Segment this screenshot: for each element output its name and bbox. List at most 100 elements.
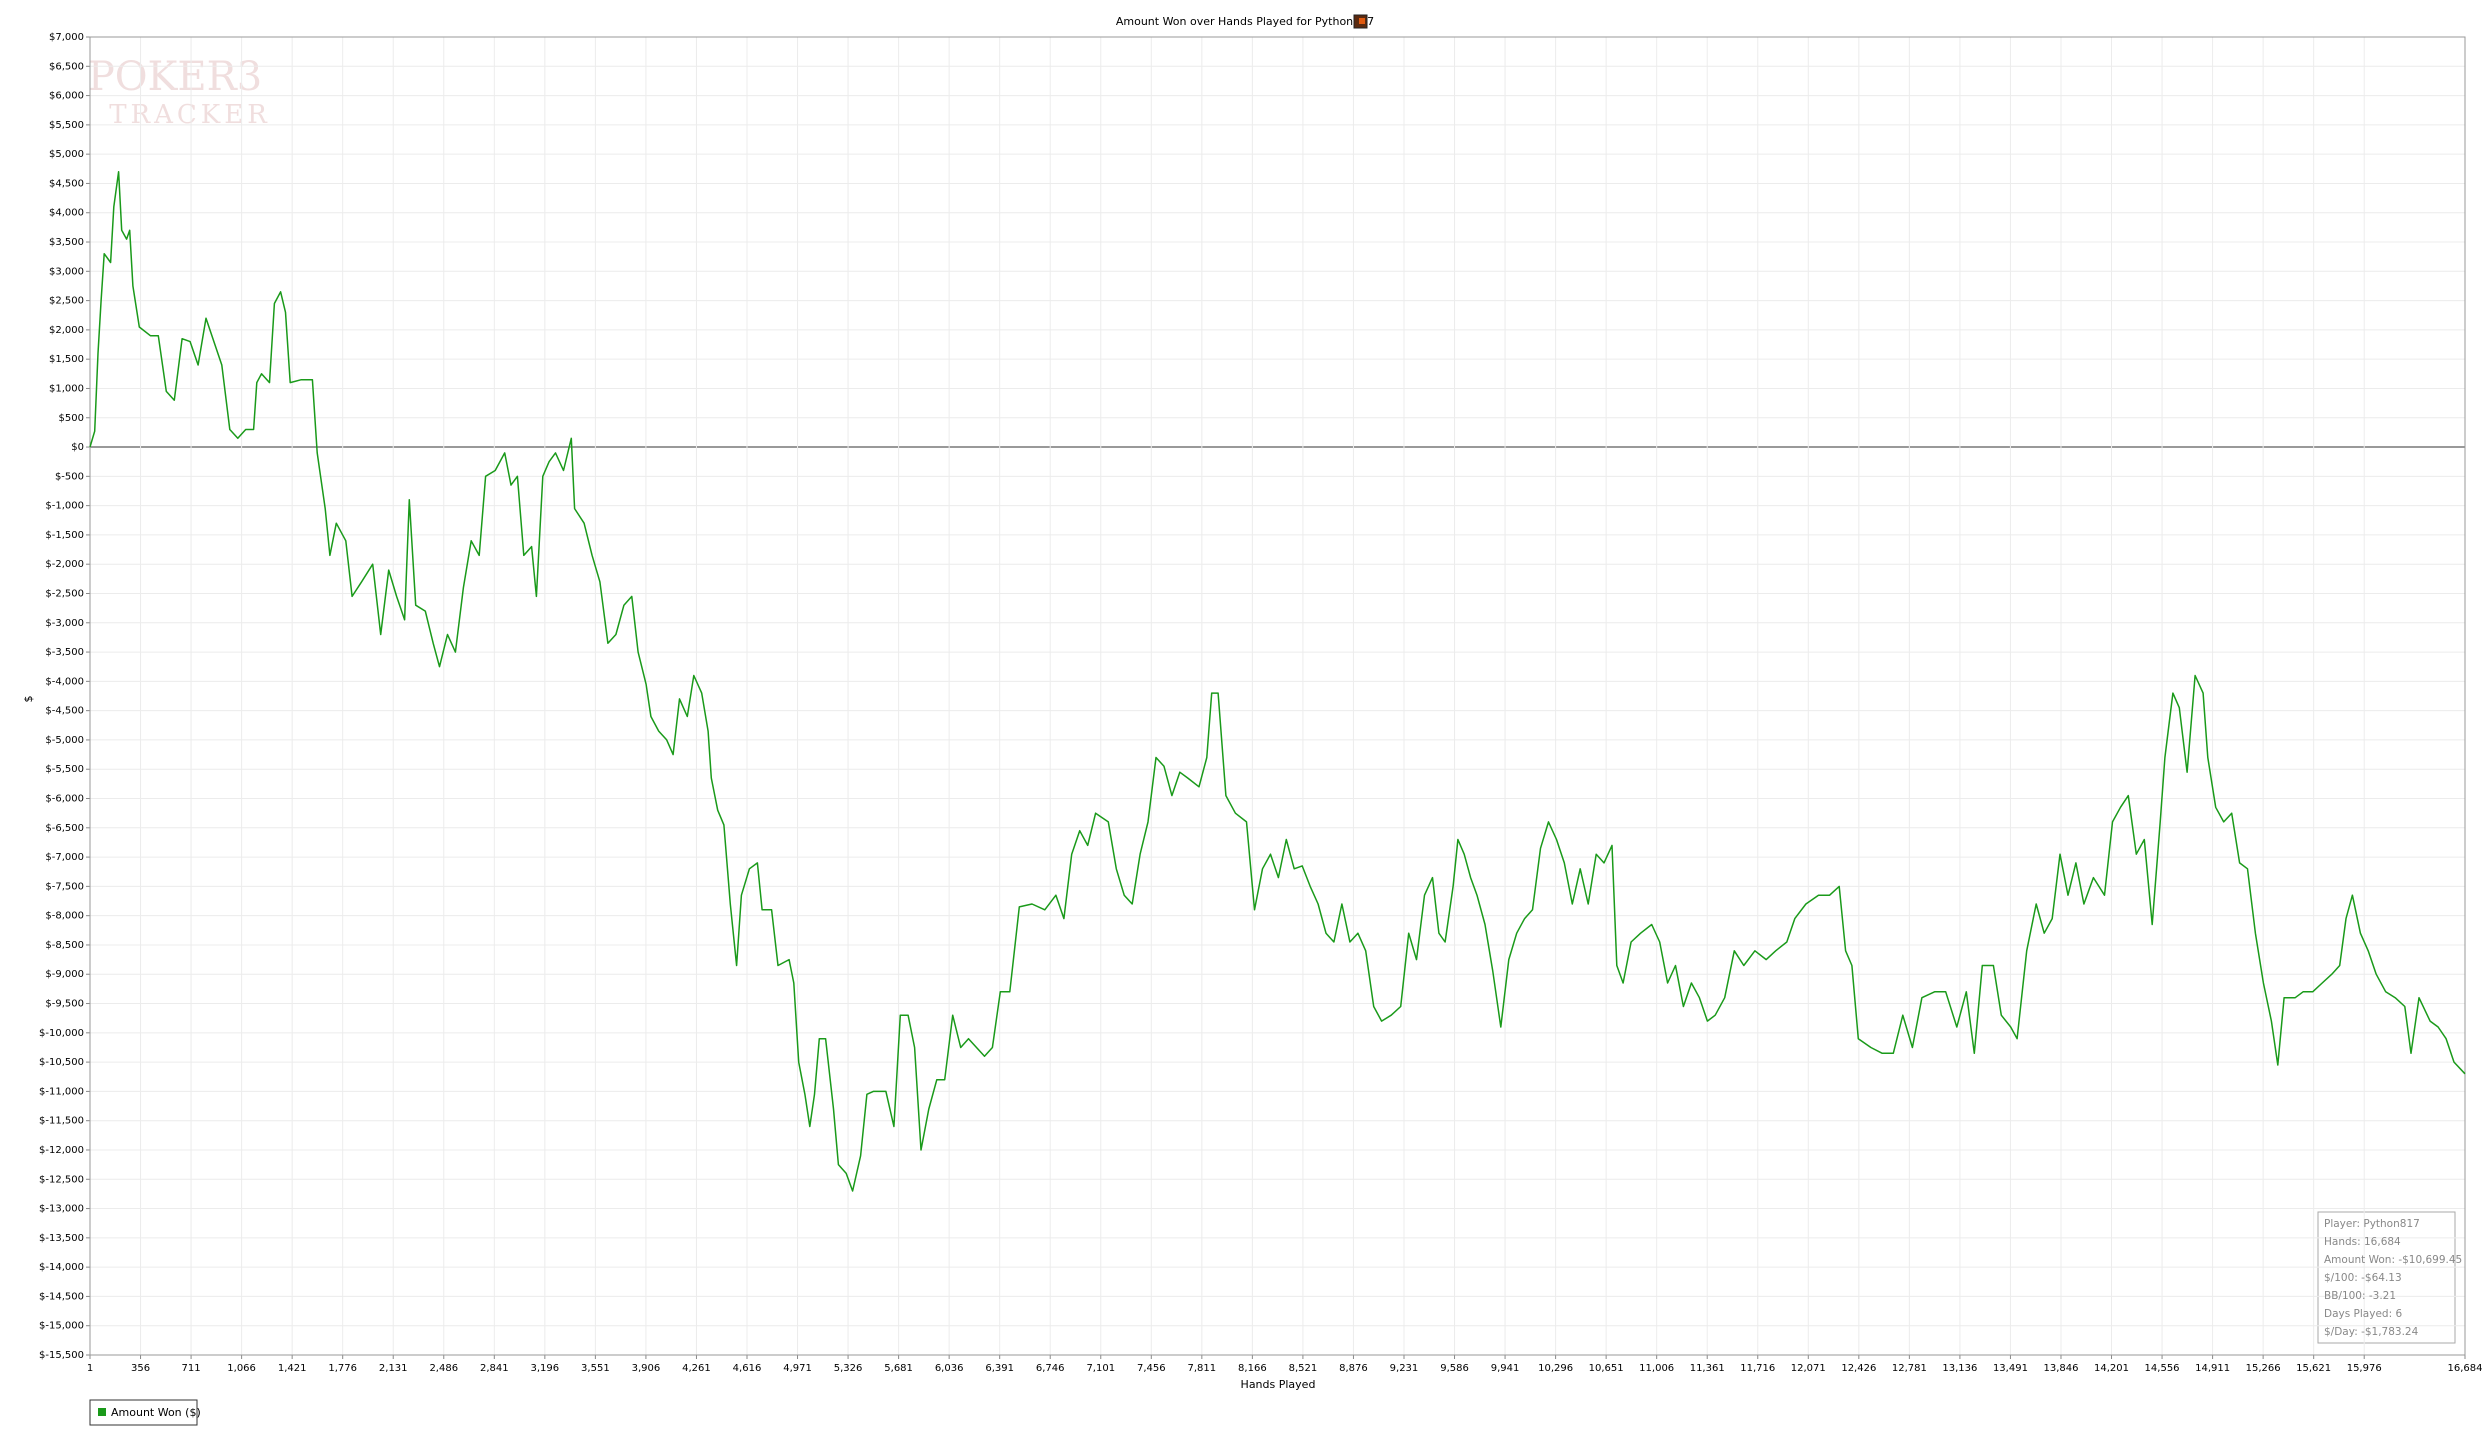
x-tick-label: 7,456 xyxy=(1137,1363,1166,1374)
y-tick-label: $-2,000 xyxy=(45,559,84,570)
x-tick-label: 16,684 xyxy=(2448,1363,2483,1374)
x-tick-label: 10,296 xyxy=(1538,1363,1573,1374)
y-tick-label: $-10,500 xyxy=(39,1057,84,1068)
x-tick-label: 711 xyxy=(182,1363,201,1374)
chart-title: Amount Won over Hands Played for Python8… xyxy=(1116,15,1374,28)
watermark: TRACKER xyxy=(109,100,271,130)
x-tick-label: 3,551 xyxy=(581,1363,610,1374)
y-tick-label: $5,500 xyxy=(49,120,84,131)
x-tick-label: 8,166 xyxy=(1238,1363,1267,1374)
y-tick-label: $-8,000 xyxy=(45,911,84,922)
x-tick-label: 13,846 xyxy=(2043,1363,2078,1374)
x-tick-label: 11,006 xyxy=(1639,1363,1674,1374)
x-tick-label: 356 xyxy=(131,1363,150,1374)
legend: Amount Won ($) xyxy=(89,1399,201,1426)
x-tick-label: 14,911 xyxy=(2195,1363,2230,1374)
y-tick-label: $-14,500 xyxy=(39,1291,84,1302)
x-tick-label: 12,781 xyxy=(1892,1363,1927,1374)
y-tick-label: $-12,000 xyxy=(39,1145,84,1156)
stats-line: Hands: 16,684 xyxy=(2324,1236,2401,1248)
x-tick-label: 7,101 xyxy=(1086,1363,1115,1374)
x-tick-label: 12,071 xyxy=(1791,1363,1826,1374)
y-tick-label: $-5,500 xyxy=(45,764,84,775)
y-tick-label: $2,000 xyxy=(49,325,84,336)
x-tick-label: 11,361 xyxy=(1690,1363,1725,1374)
x-tick-label: 1,421 xyxy=(278,1363,307,1374)
y-tick-label: $6,500 xyxy=(49,61,84,72)
y-tick-label: $-500 xyxy=(55,471,84,482)
x-tick-label: 9,231 xyxy=(1390,1363,1419,1374)
y-tick-label: $500 xyxy=(59,413,84,424)
x-tick-label: 1,066 xyxy=(227,1363,256,1374)
y-tick-label: $-1,500 xyxy=(45,530,84,541)
x-tick-label: 3,906 xyxy=(632,1363,661,1374)
y-tick-label: $-3,000 xyxy=(45,618,84,629)
y-tick-label: $-1,000 xyxy=(45,501,84,512)
x-tick-label: 2,486 xyxy=(429,1363,458,1374)
y-tick-label: $-15,000 xyxy=(39,1321,84,1332)
x-tick-label: 12,426 xyxy=(1841,1363,1876,1374)
y-tick-label: $5,000 xyxy=(49,149,84,160)
y-axis-label: $ xyxy=(22,696,35,703)
x-tick-label: 5,681 xyxy=(884,1363,913,1374)
stats-line: $/Day: -$1,783.24 xyxy=(2324,1326,2419,1338)
y-tick-label: $-5,000 xyxy=(45,735,84,746)
y-tick-label: $3,500 xyxy=(49,237,84,248)
stats-line: $/100: -$64.13 xyxy=(2324,1272,2402,1284)
x-tick-label: 13,491 xyxy=(1993,1363,2028,1374)
y-tick-label: $7,000 xyxy=(49,32,84,43)
x-tick-label: 8,876 xyxy=(1339,1363,1368,1374)
watermark: POKER3 xyxy=(88,54,262,100)
grid xyxy=(89,36,2466,1356)
x-tick-label: 15,976 xyxy=(2347,1363,2382,1374)
y-tick-label: $-13,500 xyxy=(39,1233,84,1244)
x-tick-label: 15,621 xyxy=(2296,1363,2331,1374)
x-tick-label: 6,746 xyxy=(1036,1363,1065,1374)
stats-line: Player: Python817 xyxy=(2324,1218,2420,1230)
x-tick-label: 8,521 xyxy=(1289,1363,1318,1374)
legend-label: Amount Won ($) xyxy=(111,1406,201,1419)
x-axis-label: Hands Played xyxy=(1241,1378,1316,1391)
y-tick-label: $-6,000 xyxy=(45,794,84,805)
x-tick-label: 9,941 xyxy=(1491,1363,1520,1374)
plot-frame xyxy=(89,36,2466,1356)
y-tick-label: $-9,000 xyxy=(45,969,84,980)
y-tick-label: $-13,000 xyxy=(39,1204,84,1215)
y-tick-label: $4,000 xyxy=(49,208,84,219)
y-tick-label: $-7,500 xyxy=(45,881,84,892)
y-tick-label: $-4,000 xyxy=(45,676,84,687)
legend-swatch xyxy=(98,1408,106,1416)
x-tick-label: 1,776 xyxy=(328,1363,357,1374)
y-tick-label: $-4,500 xyxy=(45,706,84,717)
x-tick-label: 14,556 xyxy=(2145,1363,2180,1374)
y-tick-label: $-7,000 xyxy=(45,852,84,863)
x-tick-label: 5,326 xyxy=(834,1363,863,1374)
y-tick-label: $-11,000 xyxy=(39,1086,84,1097)
y-tick-label: $1,000 xyxy=(49,383,84,394)
stats-line: Days Played: 6 xyxy=(2324,1308,2402,1320)
x-tick-label: 4,261 xyxy=(682,1363,711,1374)
y-tick-label: $-14,000 xyxy=(39,1262,84,1273)
y-tick-label: $6,000 xyxy=(49,91,84,102)
y-tick-label: $-10,000 xyxy=(39,1028,84,1039)
x-tick-label: 13,136 xyxy=(1942,1363,1977,1374)
y-tick-label: $0 xyxy=(71,442,84,453)
x-tick-label: 4,971 xyxy=(783,1363,812,1374)
y-tick-label: $-8,500 xyxy=(45,940,84,951)
y-tick-label: $-2,500 xyxy=(45,588,84,599)
y-tick-label: $-11,500 xyxy=(39,1116,84,1127)
stats-line: Amount Won: -$10,699.45 xyxy=(2324,1254,2462,1266)
y-tick-label: $-6,500 xyxy=(45,823,84,834)
x-tick-label: 10,651 xyxy=(1589,1363,1624,1374)
y-tick-label: $-12,500 xyxy=(39,1174,84,1185)
x-tick-label: 14,201 xyxy=(2094,1363,2129,1374)
x-tick-label: 11,716 xyxy=(1740,1363,1775,1374)
x-tick-label: 6,391 xyxy=(985,1363,1014,1374)
data-line xyxy=(89,170,2466,1192)
y-tick-label: $4,500 xyxy=(49,178,84,189)
x-tick-label: 15,266 xyxy=(2246,1363,2281,1374)
y-tick-label: $-15,500 xyxy=(39,1350,84,1361)
x-tick-label: 2,131 xyxy=(379,1363,408,1374)
x-tick-label: 3,196 xyxy=(531,1363,560,1374)
